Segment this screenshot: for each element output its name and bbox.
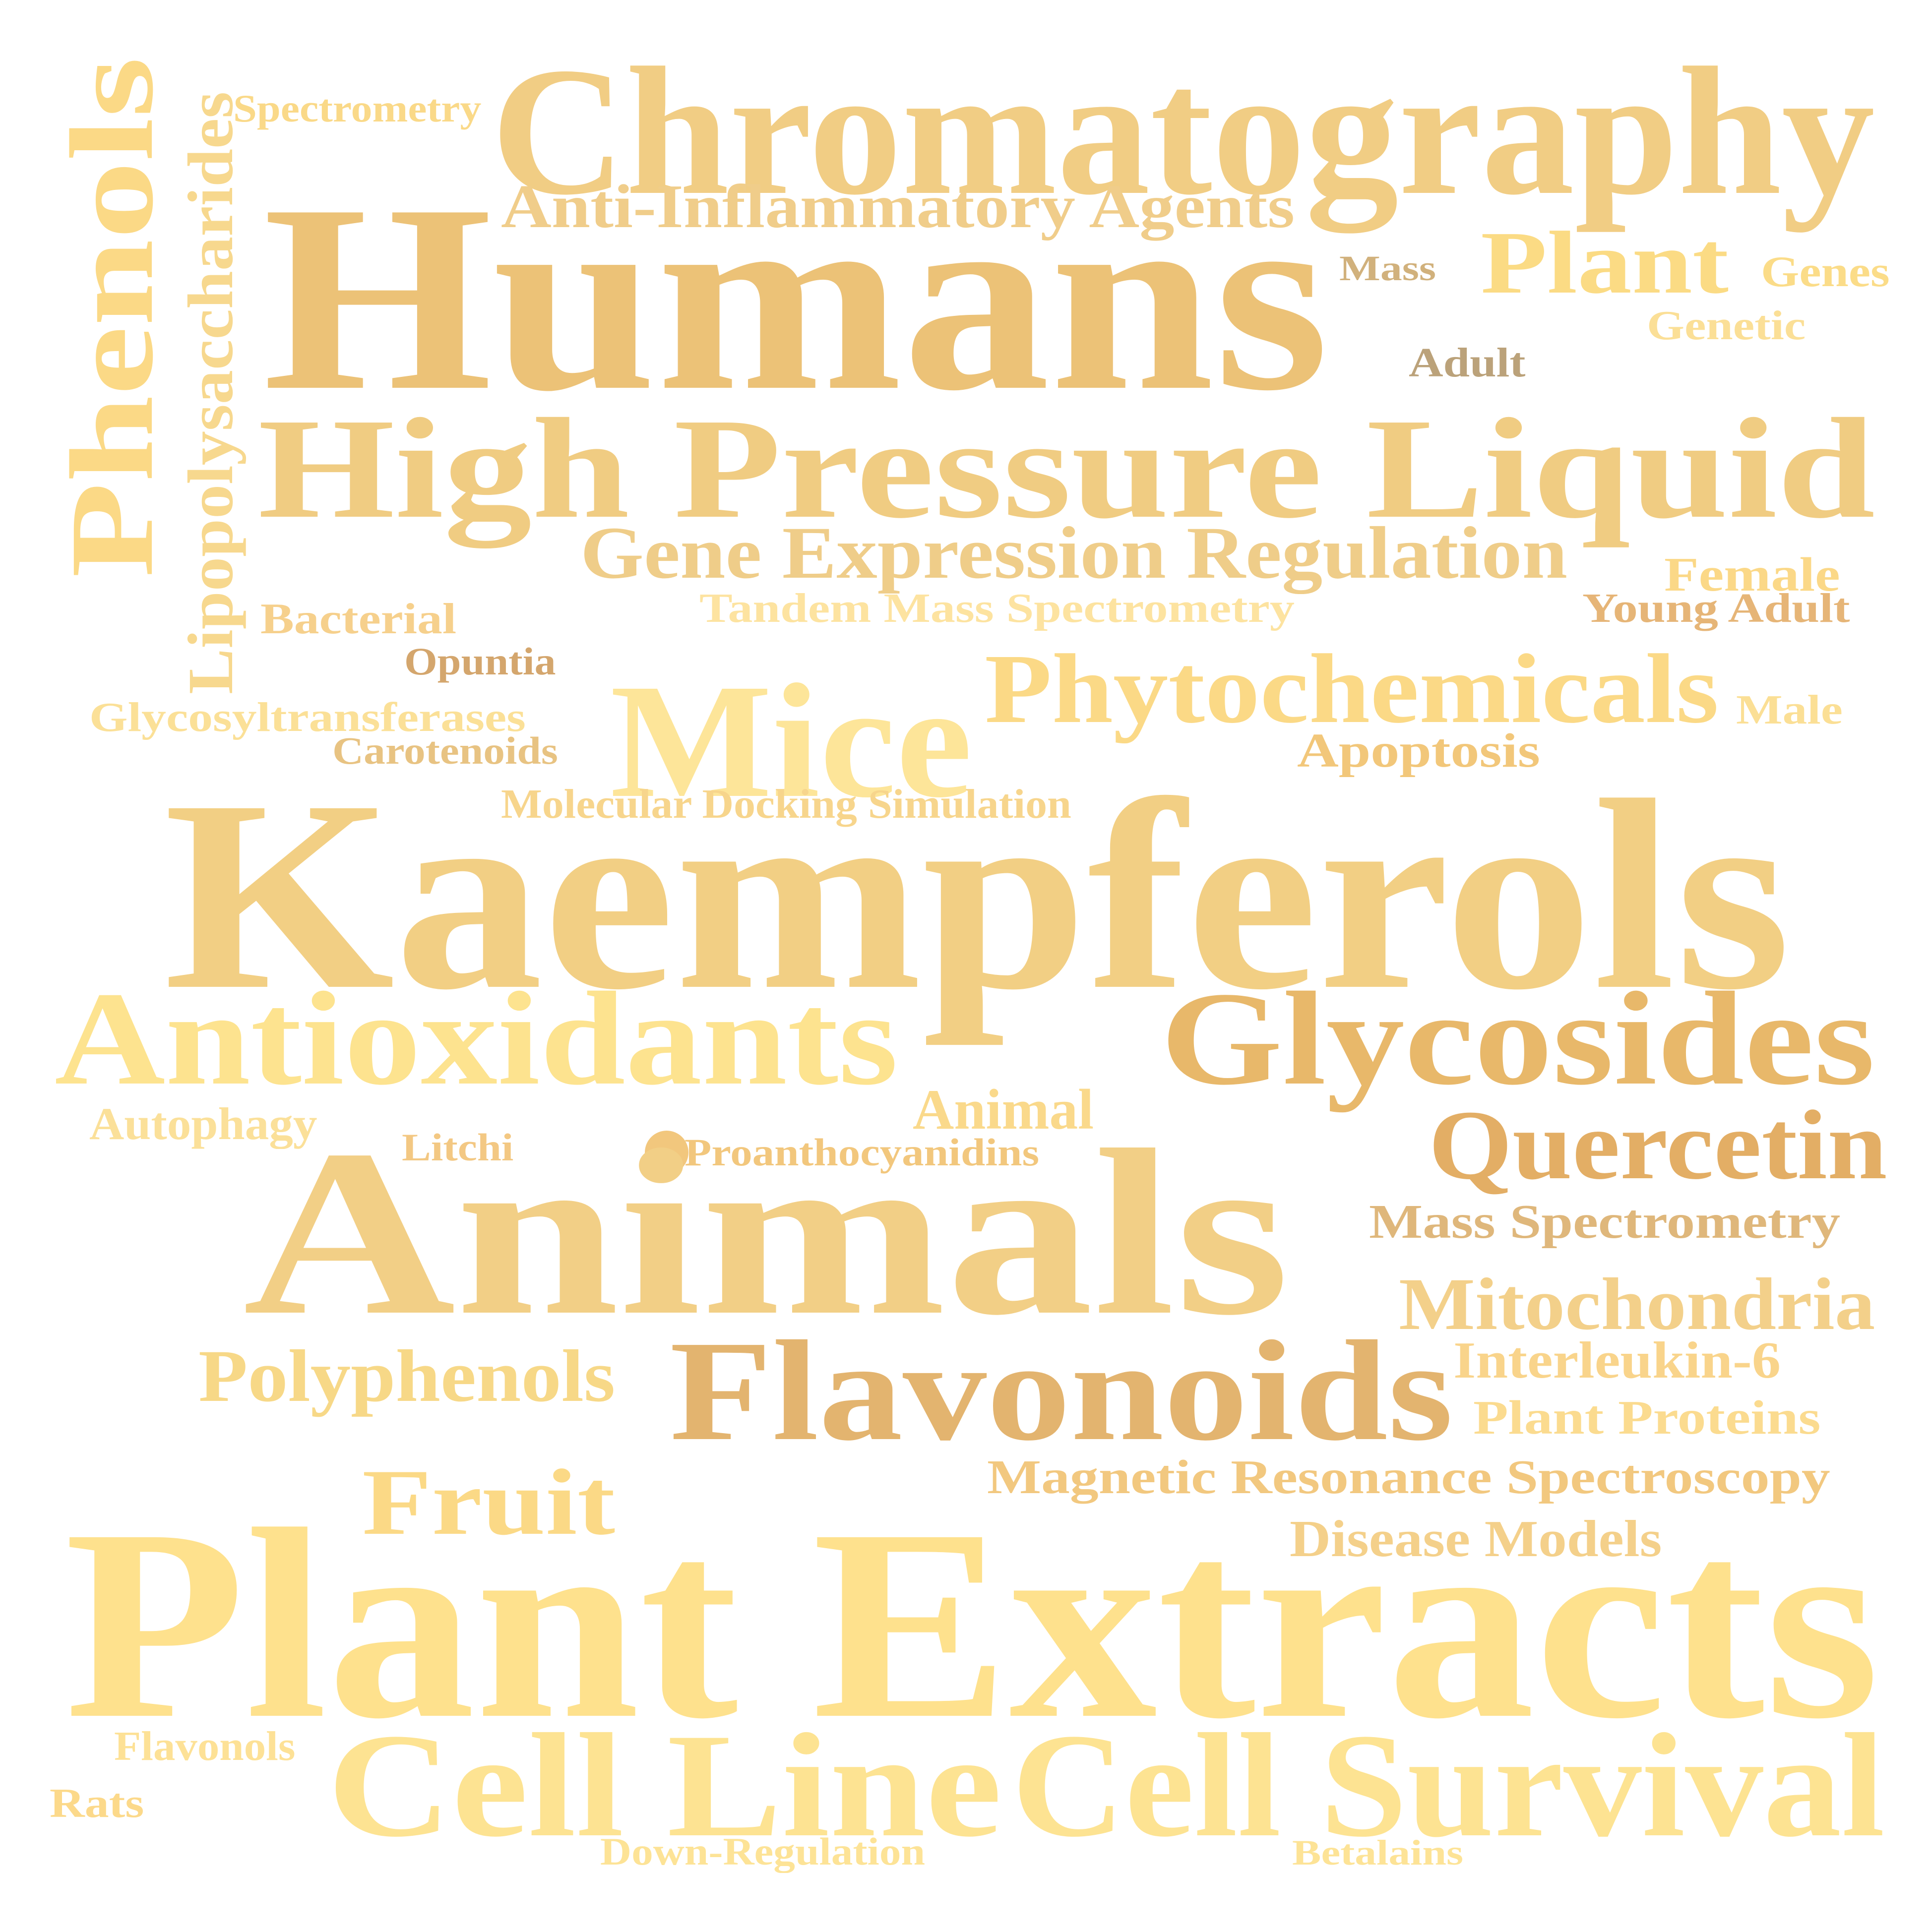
word-rats: Rats: [50, 1780, 144, 1826]
word-plant-extracts: Plant Extracts: [64, 1473, 1880, 1775]
word-molecular-docking-simulation: Molecular Docking Simulation: [501, 781, 1071, 827]
word-gene-expression-regulation: Gene Expression Regulation: [580, 512, 1568, 594]
word-spectrometry: Spectrometry: [233, 87, 482, 130]
word-proanthocyanidins: Proanthocyanidins: [685, 1131, 1040, 1174]
word-animals: Animals: [243, 1100, 1290, 1364]
word-autophagy: Autophagy: [89, 1098, 317, 1149]
word-phenols: Phenols: [46, 57, 178, 578]
word-flavonols: Flavonols: [114, 1723, 296, 1769]
word-glycosyltransferases: Glycosyltransferases: [89, 694, 526, 740]
word-betalains: Betalains: [1292, 1833, 1464, 1872]
word-lipopolysaccharides: Lipopolysaccharides: [175, 91, 247, 694]
bullet-dot: [645, 1131, 688, 1174]
word-mitochondria: Mitochondria: [1399, 1263, 1875, 1345]
word-animal: Animal: [913, 1078, 1094, 1141]
word-glycosides: Glycosides: [1161, 965, 1875, 1113]
word-apoptosis: Apoptosis: [1297, 724, 1540, 778]
word-tandem-mass-spectrometry: Tandem Mass Spectrometry: [699, 585, 1295, 631]
word-mass-spectrometry: Mass Spectrometry: [1369, 1195, 1840, 1249]
word-antioxidants: Antioxidants: [55, 965, 898, 1113]
word-polyphenols: Polyphenols: [198, 1335, 616, 1417]
word-chromatography: Chromatography: [491, 30, 1875, 233]
word-quercetin: Quercetin: [1429, 1090, 1887, 1200]
word-female: Female: [1664, 548, 1840, 602]
word-phytochemicals: Phytochemicals: [985, 634, 1719, 744]
word-bacterial: Bacterial: [260, 595, 457, 643]
word-mice: Mice: [610, 651, 973, 832]
word-down-regulation: Down-Regulation: [600, 1830, 926, 1873]
word-plant-proteins: Plant Proteins: [1473, 1391, 1821, 1445]
word-plant: Plant: [1481, 213, 1729, 312]
word-cell-line: Cell Line: [327, 1703, 1002, 1868]
word-male: Male: [1736, 687, 1843, 733]
word-mass: Mass: [1339, 248, 1436, 288]
word-cell-survival: Cell Survival: [1012, 1703, 1885, 1868]
word-young-adult: Young Adult: [1582, 585, 1850, 631]
word-fruit: Fruit: [362, 1450, 616, 1555]
word-interleukin-6: Interleukin-6: [1453, 1331, 1781, 1389]
word-genes: Genes: [1761, 248, 1890, 296]
word-genetic: Genetic: [1647, 302, 1806, 349]
word-litchi: Litchi: [402, 1126, 514, 1169]
word-opuntia: Opuntia: [404, 640, 556, 683]
word-kaempferols: Kaempferols: [164, 744, 1791, 1046]
word-humans: Humans: [263, 149, 1329, 446]
word-magnetic-resonance-spectroscopy: Magnetic Resonance Spectroscopy: [987, 1450, 1830, 1504]
word-high-pressure-liquid: High Pressure Liquid: [258, 389, 1875, 548]
word-carotenoids: Carotenoids: [332, 729, 558, 772]
word-flavonoids: Flavonoids: [670, 1311, 1453, 1470]
word-adult: Adult: [1409, 340, 1526, 386]
word-disease-models: Disease Models: [1290, 1509, 1662, 1568]
word-anti-inflammatory-agents: Anti-Inflammatory Agents: [501, 173, 1295, 241]
